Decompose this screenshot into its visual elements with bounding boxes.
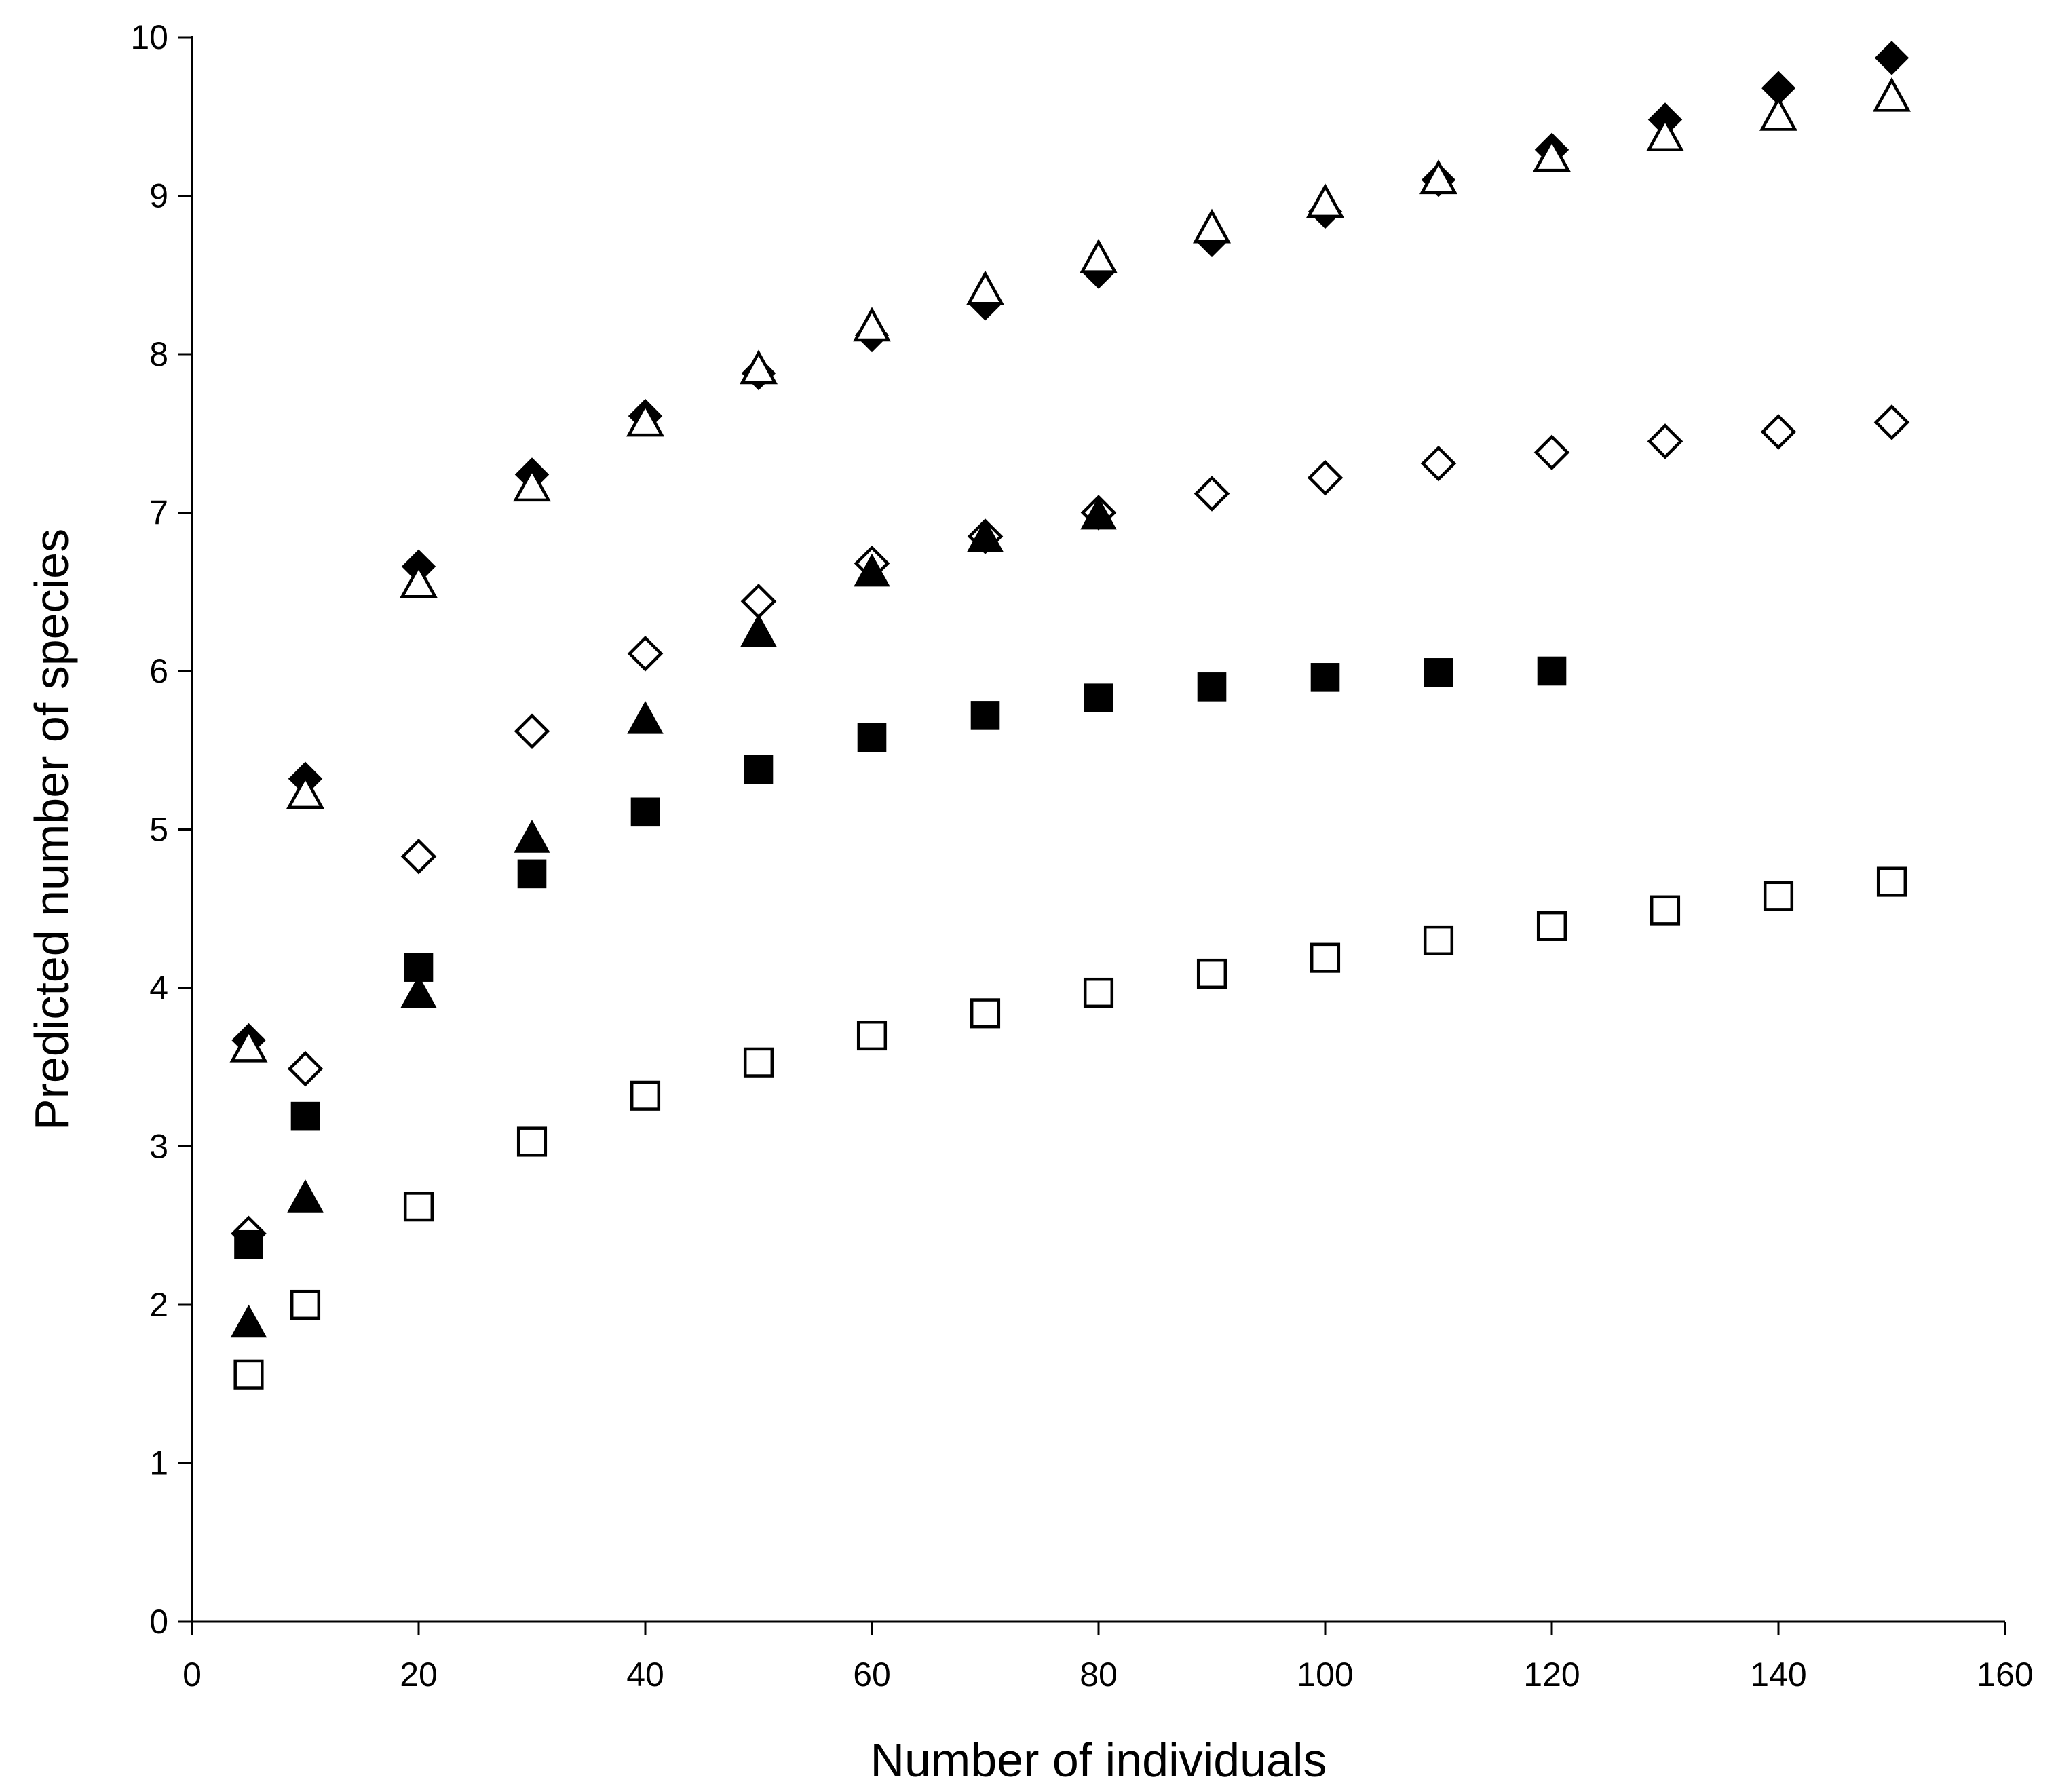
y-tick-label: 0	[149, 1603, 168, 1641]
data-point-open-square	[1083, 977, 1114, 1008]
data-point-filled-triangle	[514, 820, 550, 853]
data-point-open-square	[630, 1080, 661, 1111]
data-point-filled-square	[857, 723, 887, 752]
data-point-filled-square	[630, 797, 660, 827]
data-point-filled-square	[517, 859, 547, 889]
data-point-open-square	[403, 1192, 434, 1222]
x-tick-label: 140	[1750, 1656, 1806, 1694]
data-point-open-square	[1876, 866, 1907, 897]
data-points	[229, 41, 1911, 1390]
x-tick-label: 0	[183, 1656, 202, 1694]
data-point-filled-square	[744, 755, 774, 784]
y-tick-label: 7	[149, 494, 168, 532]
data-point-open-square	[743, 1047, 774, 1078]
axes	[178, 36, 2006, 1635]
data-point-filled-triangle	[400, 974, 437, 1008]
data-point-open-triangle	[852, 307, 892, 342]
data-point-open-square	[1423, 925, 1454, 956]
data-point-open-diamond	[400, 838, 437, 875]
data-point-open-square	[516, 1126, 548, 1157]
data-point-open-diamond	[627, 636, 664, 672]
data-point-filled-triangle	[1080, 496, 1117, 530]
data-point-open-triangle	[739, 349, 778, 385]
data-point-open-diamond	[287, 1050, 324, 1087]
data-point-open-square	[1196, 958, 1227, 989]
data-point-open-square	[290, 1289, 321, 1320]
data-point-open-diamond	[1873, 404, 1910, 440]
data-point-open-triangle	[1645, 117, 1685, 152]
x-tick-label: 40	[626, 1656, 664, 1694]
y-tick-label: 3	[149, 1128, 168, 1166]
data-point-open-diamond	[1760, 414, 1797, 450]
data-point-filled-triangle	[854, 553, 890, 587]
x-tick-label: 60	[853, 1656, 891, 1694]
data-point-filled-triangle	[230, 1304, 267, 1338]
data-point-open-triangle	[626, 402, 665, 437]
data-point-open-triangle	[1759, 96, 1798, 131]
series-4-filled-triangle	[230, 496, 1117, 1338]
data-point-open-triangle	[966, 270, 1005, 305]
data-point-filled-square	[1310, 663, 1340, 692]
x-tick-label: 100	[1297, 1656, 1353, 1694]
data-point-filled-triangle	[287, 1179, 324, 1213]
x-tick-label: 120	[1523, 1656, 1580, 1694]
y-tick-label: 10	[130, 18, 168, 56]
data-point-open-diamond	[1533, 434, 1570, 471]
y-tick-label: 1	[149, 1445, 168, 1483]
series-3-open-diamond	[231, 404, 1910, 1252]
data-point-filled-square	[1197, 672, 1227, 702]
data-point-open-square	[1650, 895, 1681, 926]
data-point-open-square	[1310, 942, 1341, 973]
data-point-open-diamond	[1307, 459, 1344, 496]
data-point-open-triangle	[1306, 183, 1345, 218]
data-point-open-triangle	[1872, 77, 1911, 112]
y-tick-label: 5	[149, 811, 168, 849]
data-point-filled-square	[290, 1101, 320, 1131]
data-point-filled-square	[404, 953, 434, 982]
data-point-open-square	[856, 1021, 888, 1051]
data-point-open-diamond	[514, 713, 550, 750]
data-point-open-triangle	[1419, 159, 1458, 195]
y-tick-label: 9	[149, 177, 168, 215]
data-point-open-triangle	[512, 467, 552, 502]
data-point-filled-square	[1537, 656, 1567, 686]
data-point-filled-triangle	[627, 700, 664, 734]
data-point-open-triangle	[286, 774, 325, 809]
x-axis-title: Number of individuals	[870, 1734, 1327, 1787]
data-point-filled-triangle	[967, 518, 1004, 552]
data-point-open-square	[233, 1359, 264, 1390]
data-point-open-square	[1536, 911, 1567, 941]
data-point-filled-triangle	[740, 613, 777, 647]
data-point-open-square	[970, 998, 1001, 1029]
data-point-open-triangle	[1532, 137, 1571, 172]
y-tick-label: 2	[149, 1286, 168, 1324]
series-6-open-square	[233, 866, 1907, 1390]
y-axis-title: Predicted number of species	[25, 529, 78, 1130]
data-point-open-square	[1763, 881, 1794, 911]
data-point-open-triangle	[1079, 238, 1118, 273]
data-point-open-triangle	[399, 563, 438, 598]
data-point-filled-square	[234, 1229, 263, 1259]
data-point-open-triangle	[1192, 208, 1232, 244]
x-tick-label: 80	[1080, 1656, 1118, 1694]
data-point-open-triangle	[229, 1027, 268, 1063]
data-point-open-diamond	[1194, 476, 1230, 512]
data-point-filled-square	[1424, 658, 1453, 687]
data-point-open-diamond	[740, 583, 777, 619]
x-tick-label: 20	[400, 1656, 438, 1694]
series-5-filled-square	[234, 656, 1567, 1259]
y-tick-label: 8	[149, 335, 168, 373]
y-tick-label: 4	[149, 969, 168, 1007]
data-point-open-diamond	[1420, 445, 1457, 482]
data-point-filled-square	[1084, 683, 1113, 712]
y-tick-label: 6	[149, 652, 168, 690]
data-point-open-diamond	[1647, 423, 1683, 459]
x-tick-label: 160	[1977, 1656, 2033, 1694]
series-2-open-triangle	[229, 77, 1911, 1063]
data-point-filled-diamond	[1874, 41, 1909, 75]
data-point-filled-square	[970, 701, 1000, 730]
